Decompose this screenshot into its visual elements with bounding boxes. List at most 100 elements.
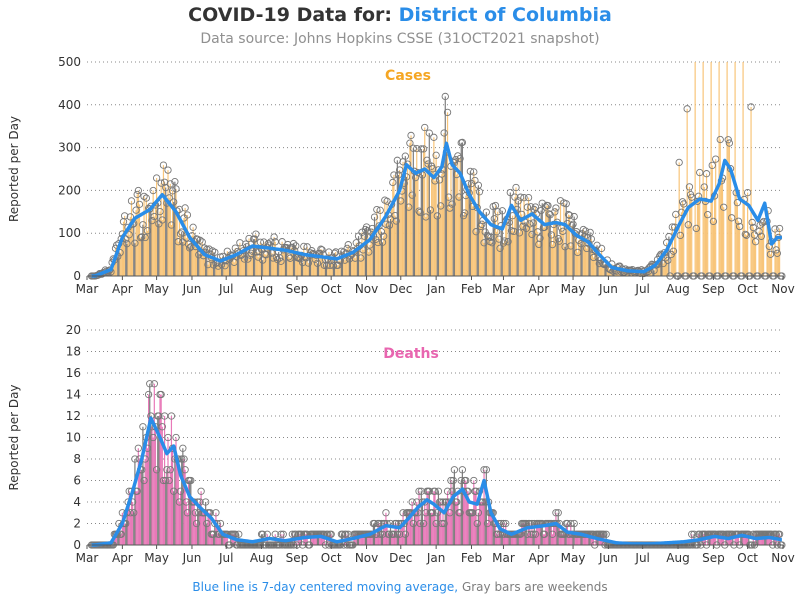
cases-daily-marker [374, 238, 382, 247]
cases-daily-bar [388, 225, 390, 276]
deaths-daily-bar [517, 534, 519, 545]
deaths-daily-bar [362, 534, 364, 545]
cases-daily-bar [727, 139, 729, 276]
cases-daily-marker [246, 251, 254, 259]
cases-daily-bar [127, 227, 129, 276]
cases-daily-bar [542, 227, 544, 276]
cases-x-tick-label: Apr [112, 282, 133, 296]
deaths-daily-bar [589, 534, 591, 545]
deaths-daily-bar [208, 512, 210, 545]
cases-daily-marker [407, 131, 415, 140]
cases-daily-marker [529, 219, 537, 227]
cases-daily-marker [303, 243, 311, 251]
cases-daily-bar [666, 242, 668, 276]
cases-daily-bar [563, 202, 565, 276]
deaths-daily-bar [475, 491, 477, 545]
cases-daily-marker [458, 138, 467, 147]
cases-daily-marker [742, 231, 751, 239]
cases-daily-bar [425, 216, 427, 276]
cases-daily-bar [173, 201, 175, 276]
deaths-daily-marker [416, 519, 424, 528]
cases-daily-bar [428, 133, 430, 276]
cases-daily-bar [534, 207, 537, 276]
cases-daily-marker [573, 248, 582, 257]
cases-daily-marker [748, 218, 756, 227]
cases-daily-marker [330, 249, 339, 257]
cases-daily-bar [678, 162, 680, 276]
cases-daily-bar [539, 238, 541, 276]
cases-daily-marker [512, 183, 520, 192]
deaths-daily-bar [449, 512, 451, 545]
cases-daily-bar [296, 257, 298, 276]
cases-daily-bar [379, 210, 381, 276]
cases-daily-bar [213, 264, 215, 276]
cases-daily-marker [448, 200, 456, 208]
deaths-x-tick-label: Apr [112, 551, 133, 565]
cases-daily-marker [150, 212, 158, 221]
deaths-x-tick-label: Jul [634, 551, 649, 565]
cases-daily-marker [433, 212, 441, 220]
cases-daily-marker [391, 211, 399, 220]
cases-daily-bar [360, 258, 362, 276]
cases-daily-bar [343, 252, 345, 276]
cases-daily-bar [557, 238, 559, 276]
deaths-daily-marker [164, 433, 172, 442]
cases-daily-bar [217, 266, 219, 276]
deaths-daily-bar [768, 534, 770, 545]
deaths-daily-bar [183, 459, 185, 545]
cases-daily-bar [454, 159, 457, 276]
deaths-daily-bar [585, 534, 587, 545]
cases-daily-bar [163, 182, 166, 276]
cases-daily-bar [519, 197, 522, 276]
cases-daily-bar [421, 174, 424, 276]
deaths-daily-bar [370, 534, 372, 545]
deaths-daily-bar [424, 502, 426, 545]
cases-daily-marker [583, 244, 591, 253]
cases-daily-bar [453, 162, 455, 276]
cases-daily-bar [170, 225, 173, 276]
deaths-daily-marker [152, 466, 161, 474]
deaths-daily-marker [157, 390, 165, 399]
cases-daily-bar [561, 228, 563, 276]
cases-daily-bar [303, 246, 305, 276]
deaths-daily-bar [534, 534, 537, 545]
cases-daily-marker [668, 223, 676, 231]
cases-daily-marker [170, 198, 178, 206]
cases-daily-marker [692, 224, 700, 233]
deaths-daily-bar [134, 459, 136, 545]
deaths-daily-bar [769, 534, 772, 545]
cases-daily-bar [436, 215, 438, 276]
cases-daily-bar [603, 264, 605, 276]
cases-daily-marker [332, 248, 340, 256]
cases-daily-bar [273, 237, 275, 276]
cases-daily-bar [551, 244, 554, 276]
deaths-daily-bar [524, 523, 526, 545]
deaths-daily-bar [553, 523, 555, 545]
cases-daily-marker [531, 203, 540, 211]
deaths-daily-bar [489, 512, 491, 545]
cases-daily-marker [205, 245, 213, 253]
cases-daily-marker [579, 225, 587, 234]
deaths-daily-marker [419, 519, 428, 528]
deaths-daily-bar [588, 534, 590, 545]
deaths-daily-marker [437, 498, 445, 506]
cases-daily-marker [683, 105, 691, 113]
cases-daily-bar [252, 239, 255, 276]
cases-daily-bar [689, 194, 692, 276]
cases-daily-bar [734, 62, 736, 276]
deaths-daily-bar [491, 512, 493, 545]
cases-daily-bar [470, 183, 473, 276]
cases-daily-bar [444, 96, 446, 276]
cases-daily-marker [712, 155, 720, 163]
cases-daily-marker [487, 233, 495, 241]
deaths-x-tick-label: Aug [250, 551, 273, 565]
deaths-daily-marker [453, 498, 461, 506]
deaths-daily-marker [192, 519, 201, 528]
cases-daily-bar [150, 206, 152, 276]
cases-daily-bar [134, 243, 136, 276]
cases-daily-bar [192, 227, 194, 276]
deaths-daily-marker [527, 530, 535, 538]
cases-x-tick-label: Mar [76, 282, 99, 296]
deaths-daily-bar [375, 534, 377, 545]
deaths-daily-marker [548, 530, 557, 538]
